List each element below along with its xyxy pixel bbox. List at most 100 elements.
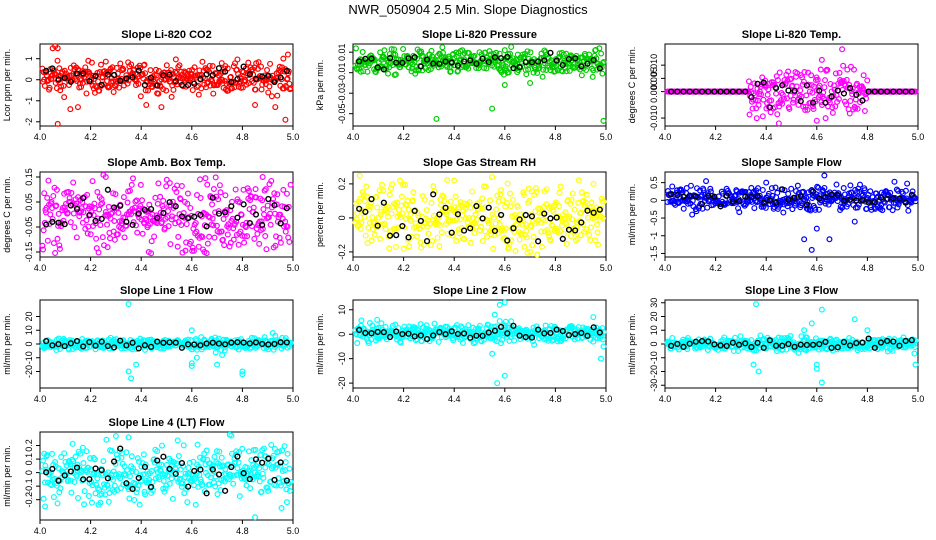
data-point: [104, 244, 111, 251]
data-point: [490, 214, 497, 221]
data-point: [911, 350, 918, 357]
data-point: [774, 189, 781, 196]
black-point: [234, 339, 241, 346]
data-point: [381, 47, 388, 54]
black-point: [578, 329, 585, 337]
x-tick-label: 4.6: [186, 263, 199, 273]
data-point: [397, 177, 404, 184]
data-point: [526, 197, 533, 204]
black-point: [80, 70, 87, 77]
outlier-point: [801, 327, 808, 334]
data-point: [578, 209, 585, 216]
black-point: [55, 76, 62, 83]
data-point: [822, 77, 829, 84]
black-point: [277, 74, 284, 81]
data-point: [124, 199, 131, 206]
data-point: [424, 60, 431, 67]
data-point: [886, 204, 893, 211]
data-point: [853, 194, 860, 201]
black-point: [110, 71, 118, 79]
data-point: [72, 453, 79, 460]
black-point: [772, 85, 780, 92]
data-point: [134, 229, 141, 236]
data-point: [99, 234, 106, 241]
data-point: [494, 192, 501, 199]
data-point: [128, 181, 135, 188]
data-point: [392, 51, 399, 58]
data-point: [479, 238, 486, 245]
black-point: [160, 209, 167, 217]
data-point: [226, 243, 233, 250]
data-point: [61, 204, 68, 211]
data-point: [89, 178, 96, 185]
black-point: [393, 232, 400, 239]
data-point: [155, 90, 162, 97]
data-point: [451, 204, 458, 211]
data-point: [428, 200, 435, 207]
data-point: [53, 202, 60, 209]
data-point: [488, 231, 495, 238]
data-point: [135, 80, 142, 87]
data-point: [169, 495, 176, 502]
data-point: [599, 215, 606, 222]
data-point: [263, 246, 270, 253]
data-point: [470, 340, 477, 347]
data-point: [406, 243, 413, 250]
data-point: [365, 224, 372, 231]
black-point: [705, 88, 712, 95]
data-point: [822, 200, 829, 207]
y-tick-label: 0.010: [649, 54, 659, 77]
x-tick-label: 4.4: [135, 394, 148, 404]
data-point: [197, 195, 204, 202]
x-tick-label: 4.6: [811, 263, 824, 273]
black-point: [553, 57, 560, 64]
black-point: [184, 341, 192, 348]
data-point: [282, 228, 289, 235]
data-point: [373, 193, 380, 200]
data-point: [478, 223, 485, 230]
data-point: [184, 200, 191, 207]
data-point: [172, 214, 179, 221]
data-point: [48, 75, 55, 82]
black-point: [240, 201, 247, 208]
black-point: [399, 222, 406, 230]
black-point: [822, 99, 829, 106]
outlier-point: [188, 363, 195, 370]
data-point: [68, 189, 75, 196]
black-point: [374, 222, 381, 229]
black-point: [729, 88, 736, 95]
outlier-point: [839, 46, 846, 53]
data-point: [53, 347, 60, 354]
black-point: [405, 55, 412, 62]
data-point: [40, 246, 47, 253]
data-point: [357, 195, 364, 202]
x-tick-label: 5.0: [600, 263, 613, 273]
y-axis-label: percent per min.: [315, 182, 325, 247]
data-point: [833, 181, 840, 188]
black-point: [816, 87, 823, 94]
black-point: [129, 339, 136, 346]
data-point: [280, 186, 287, 193]
data-point: [496, 221, 503, 228]
data-point: [46, 84, 53, 91]
data-point: [524, 48, 531, 55]
black-point: [73, 205, 81, 213]
black-point: [271, 340, 278, 348]
black-point: [160, 72, 167, 79]
black-point: [104, 71, 111, 78]
outlier-point: [74, 104, 81, 111]
data-point: [111, 236, 118, 243]
black-point: [252, 75, 260, 83]
plot-frame: [664, 171, 919, 258]
data-point: [52, 250, 59, 257]
y-tick-label: 10: [649, 325, 659, 335]
data-point: [218, 228, 225, 235]
data-point: [523, 227, 530, 234]
data-point: [199, 58, 206, 65]
outlier-point: [750, 361, 757, 368]
y-tick-label: -0.05: [337, 103, 347, 124]
outlier-point: [201, 249, 208, 256]
black-point: [504, 237, 511, 244]
x-tick-label: 4.2: [397, 394, 410, 404]
plot-frame: [352, 299, 607, 389]
